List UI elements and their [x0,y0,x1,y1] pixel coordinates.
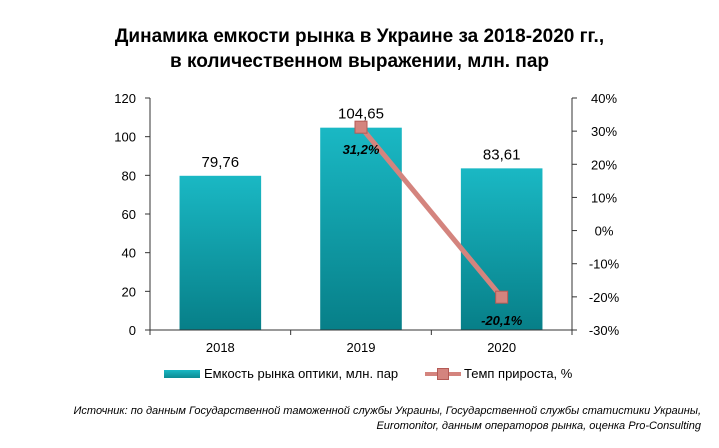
y-left-tick-label: 20 [122,284,136,299]
source-line2: Euromonitor, данным операторов рынка, оц… [376,420,701,432]
chart-title-line1: Динамика емкости рынка в Украине за 2018… [114,26,605,47]
legend-label-growth-rate: Темп прироста, % [464,366,573,381]
y-right-tick-label: -20% [589,290,620,305]
legend-item-market-volume: Емкость рынка оптики, млн. пар [164,366,398,381]
legend-bar-swatch [164,369,200,378]
y-left-tick-label: 40 [122,246,136,261]
labels-layer: 79,76 104,65 83,61 31,2% -20,1% [202,106,523,329]
y-right-tick-label: -10% [589,257,620,272]
line-layer [354,120,509,304]
y-right-tick-label: 20% [591,157,617,172]
bar-label-2019: 104,65 [338,106,384,123]
y-right-tick-label: 0% [595,224,614,239]
y-left-tick-label: 120 [114,91,136,106]
legend-line-swatch [425,367,461,380]
source-note: Источник: по данным Государственной тамо… [74,404,701,434]
chart-legend: Емкость рынка оптики, млн. пар Темп прир… [0,366,719,388]
x-tick-label-2019: 2019 [347,340,376,355]
bar-label-2018: 79,76 [202,154,240,171]
growth-marker-2020 [495,290,509,304]
growth-line [359,125,504,299]
chart-title: Динамика емкости рынка в Украине за 2018… [0,24,719,74]
growth-marker-2019 [354,120,368,134]
legend-item-growth-rate: Темп прироста, % [425,366,572,381]
growth-label-2020: -20,1% [481,313,523,328]
y-right-tick-label: 30% [591,124,617,139]
y-left-tick-label: 80 [122,168,136,183]
source-line1: Источник: по данным Государственной тамо… [73,405,701,417]
chart-title-line2: в количественном выражении, млн. пар [169,51,550,72]
y-right-tick-label: 40% [591,91,617,106]
growth-label-2019: 31,2% [343,142,380,157]
bar-2020 [460,168,543,330]
axes-layer: 0 20 40 60 80 100 120 -30% -20% -10% 0% 10% 20% 30% 40… [114,91,619,355]
y-left-tick-label: 100 [114,130,136,145]
y-left-tick-label: 0 [129,323,136,338]
bar-label-2020: 83,61 [483,146,521,163]
legend-label-market-volume: Емкость рынка оптики, млн. пар [204,366,399,381]
y-right-tick-label: -30% [589,323,620,338]
y-left-tick-label: 60 [122,207,136,222]
x-tick-label-2018: 2018 [206,340,235,355]
y-right-tick-label: 10% [591,190,617,205]
x-tick-label-2020: 2020 [487,340,516,355]
bar-2018 [179,175,262,330]
